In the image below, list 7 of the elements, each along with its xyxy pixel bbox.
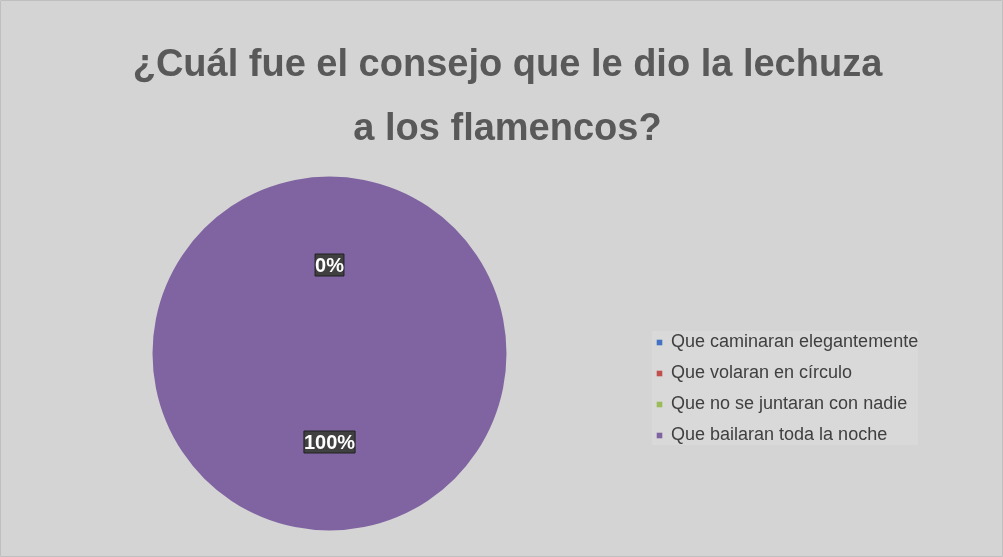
legend-label: Que volaran en círculo <box>671 362 853 383</box>
data-label: 100% <box>303 431 356 453</box>
text: 0% <box>315 254 344 276</box>
legend-label: Que no se juntaran con nadie <box>671 393 908 414</box>
legend-label: Que caminaran elegantemente <box>671 331 919 352</box>
chart-title: ¿Cuál fue el consejo que le dio la lechuza a los flamencos? <box>132 41 884 148</box>
legend-label: Que bailaran toda la noche <box>671 424 888 445</box>
